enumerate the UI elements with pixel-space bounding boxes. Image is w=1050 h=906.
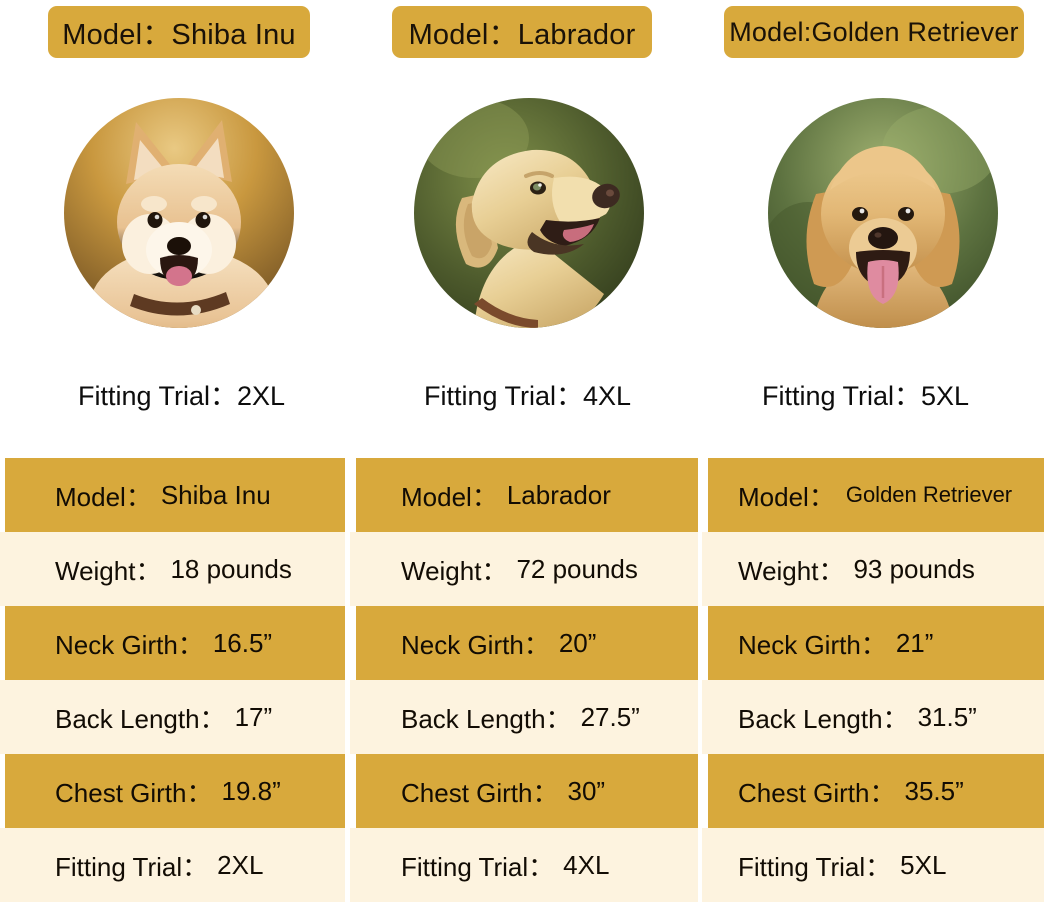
spec-value: 2XL: [217, 849, 264, 880]
model-badge-label: Model：Labrador: [408, 19, 636, 51]
spec-table-labrador: Model： Labrador Weight： 72 pounds Neck G…: [350, 458, 698, 902]
spec-value: 20”: [558, 627, 597, 658]
spec-table-golden-retriever: Model： Golden Retriever Weight： 93 pound…: [702, 458, 1044, 902]
dog-photo-shiba-inu: [64, 98, 294, 328]
model-badge-label: Model:Golden Retriever: [729, 16, 1019, 47]
table-row: Chest Girth： 30”: [356, 754, 698, 828]
spec-value: Golden Retriever: [845, 482, 1013, 507]
spec-value: 4XL: [563, 849, 610, 880]
spec-value: 16.5”: [212, 627, 273, 658]
spec-key: Model：: [55, 481, 152, 512]
table-row: Fitting Trial： 5XL: [702, 828, 1044, 902]
dog-photo-labrador: [414, 98, 644, 328]
table-row: Fitting Trial： 4XL: [350, 828, 698, 902]
table-row: Back Length： 31.5”: [702, 680, 1044, 754]
fitting-trial-caption-shiba-inu: Fitting Trial：2XL: [78, 381, 286, 411]
spec-key: Neck Girth：: [738, 629, 887, 660]
spec-key: Model：: [738, 481, 835, 512]
table-row: Model： Golden Retriever: [708, 458, 1044, 532]
spec-key: Back Length：: [401, 703, 572, 734]
spec-key: Weight：: [401, 555, 508, 586]
model-badge-label: Model：Shiba Inu: [62, 19, 296, 51]
spec-value: 5XL: [900, 849, 947, 880]
spec-key: Weight：: [55, 555, 162, 586]
table-row: Fitting Trial： 2XL: [0, 828, 345, 902]
shiba-inu-illustration: [64, 98, 294, 328]
spec-value: 93 pounds: [853, 553, 975, 584]
spec-value: 21”: [895, 627, 934, 658]
table-row: Chest Girth： 35.5”: [708, 754, 1044, 828]
golden-retriever-illustration: [768, 98, 998, 328]
spec-value: 30”: [567, 775, 606, 806]
spec-key: Fitting Trial：: [55, 851, 209, 882]
spec-value: 17”: [234, 701, 273, 732]
spec-key: Chest Girth：: [401, 777, 559, 808]
table-row: Weight： 18 pounds: [0, 532, 345, 606]
spec-key: Model：: [401, 481, 498, 512]
dog-photo-golden-retriever: [768, 98, 998, 328]
table-row: Back Length： 27.5”: [350, 680, 698, 754]
table-row: Model： Shiba Inu: [5, 458, 345, 532]
table-row: Model： Labrador: [356, 458, 698, 532]
model-badge-golden-retriever: Model:Golden Retriever: [724, 6, 1024, 58]
spec-value: Shiba Inu: [160, 479, 271, 510]
table-row: Weight： 93 pounds: [702, 532, 1044, 606]
spec-value: 31.5”: [917, 701, 977, 732]
spec-key: Chest Girth：: [55, 777, 213, 808]
spec-value: 72 pounds: [516, 553, 638, 584]
table-row: Neck Girth： 20”: [356, 606, 698, 680]
table-row: Weight： 72 pounds: [350, 532, 698, 606]
fitting-trial-caption-golden-retriever: Fitting Trial：5XL: [762, 381, 970, 411]
table-row: Back Length： 17”: [0, 680, 345, 754]
table-row: Neck Girth： 21”: [708, 606, 1044, 680]
table-row: Chest Girth： 19.8”: [5, 754, 345, 828]
fitting-trial-caption-labrador: Fitting Trial：4XL: [424, 381, 632, 411]
spec-value: Labrador: [506, 479, 611, 510]
spec-value: 18 pounds: [170, 553, 292, 584]
spec-key: Back Length：: [55, 703, 226, 734]
model-badge-shiba-inu: Model：Shiba Inu: [48, 6, 310, 58]
table-row: Neck Girth： 16.5”: [5, 606, 345, 680]
spec-key: Weight：: [738, 555, 845, 586]
spec-key: Neck Girth：: [55, 629, 204, 660]
spec-table-shiba-inu: Model： Shiba Inu Weight： 18 pounds Neck …: [0, 458, 345, 902]
spec-key: Fitting Trial：: [738, 851, 892, 882]
spec-key: Neck Girth：: [401, 629, 550, 660]
spec-value: 35.5”: [904, 775, 964, 806]
spec-key: Fitting Trial：: [401, 851, 555, 882]
spec-value: 19.8”: [221, 775, 281, 806]
spec-value: 27.5”: [580, 701, 640, 732]
model-badge-labrador: Model：Labrador: [392, 6, 652, 58]
labrador-illustration: [414, 98, 644, 328]
spec-key: Back Length：: [738, 703, 909, 734]
spec-key: Chest Girth：: [738, 777, 896, 808]
